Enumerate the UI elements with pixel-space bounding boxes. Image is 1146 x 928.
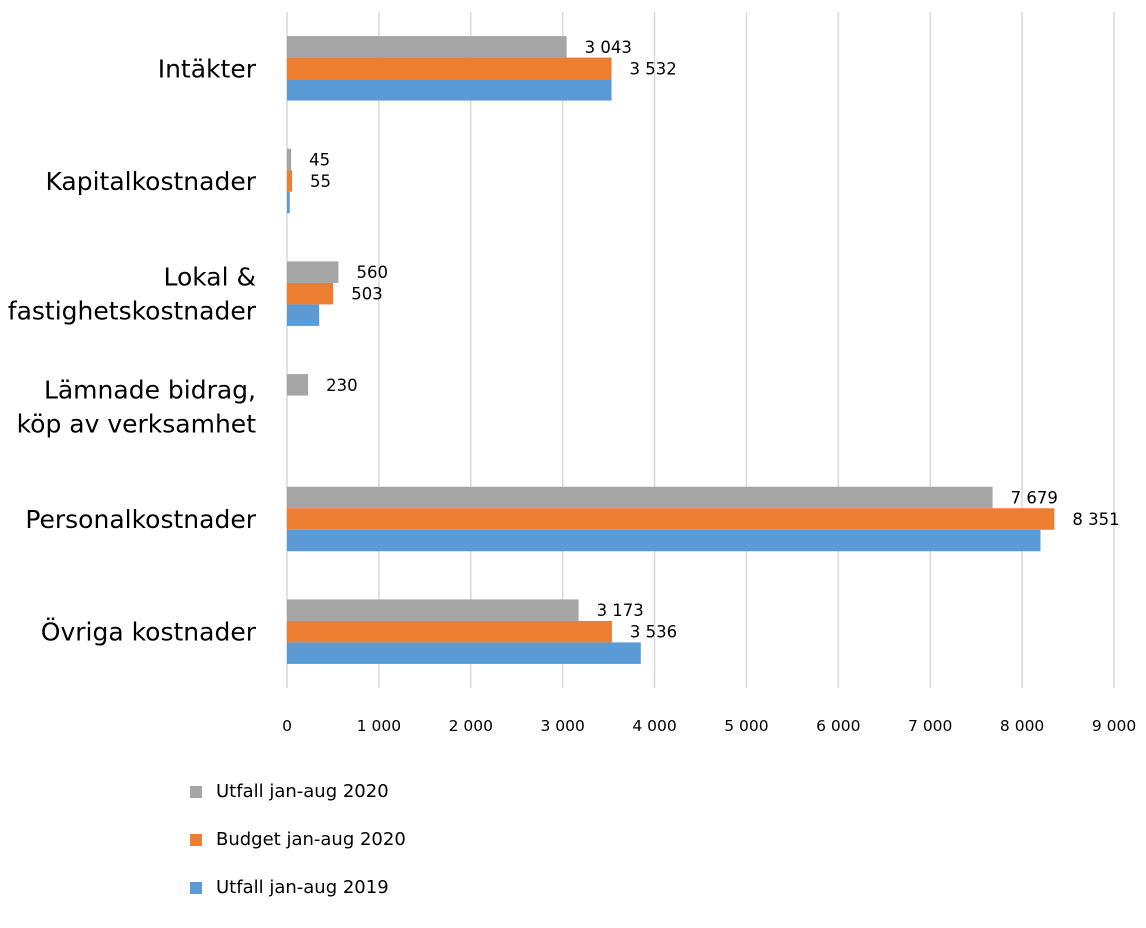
x-tick-label: 2 000	[449, 717, 493, 735]
data-label: 7 679	[1011, 489, 1058, 508]
x-tick-label: 4 000	[632, 717, 676, 735]
bar	[287, 599, 579, 621]
bar-chart: 3 043 3 532 45 55 560 503 230 7 679 8 351 3 173 3 …	[8, 12, 1136, 735]
bar	[287, 486, 993, 509]
bar	[287, 529, 1041, 552]
category-labels: Intäkter Kapitalkostnader Lokal & fastighet…	[8, 54, 257, 646]
grid-lines	[286, 12, 1115, 688]
bar	[287, 282, 334, 305]
category-label: köp av verksamhet	[17, 409, 257, 438]
data-label: 3 536	[630, 623, 677, 642]
data-label: 503	[351, 285, 383, 304]
data-label: 3 173	[597, 601, 644, 620]
bar	[287, 148, 292, 171]
data-labels: 3 043 3 532 45 55 560 503 230 7 679 8 351 3 173 3 …	[309, 38, 1119, 642]
x-tick-label: 1 000	[357, 717, 401, 735]
data-label: 45	[309, 151, 330, 170]
x-tick-label: 7 000	[908, 717, 952, 735]
category-label: Övriga kostnader	[41, 618, 257, 647]
bar	[287, 304, 320, 326]
legend-swatch-utfall-2020	[190, 786, 202, 798]
bar	[287, 79, 612, 101]
data-label: 560	[356, 263, 388, 282]
legend-label-budget-2020: Budget jan-aug 2020	[216, 829, 406, 850]
bar	[287, 261, 339, 283]
x-tick-label: 9 000	[1092, 717, 1136, 735]
bar	[287, 170, 293, 192]
data-label: 55	[310, 172, 331, 191]
category-label: Personalkostnader	[25, 505, 256, 534]
bar	[287, 36, 567, 58]
category-label: Lokal &	[163, 263, 256, 292]
data-label: 3 043	[585, 38, 632, 57]
legend-swatch-budget-2020	[190, 834, 202, 846]
data-label: 230	[326, 376, 358, 395]
bar	[287, 642, 641, 664]
legend-swatch-utfall-2019	[190, 882, 202, 894]
legend-label-utfall-2020: Utfall jan-aug 2020	[216, 781, 389, 802]
bar	[287, 620, 612, 643]
category-label: Kapitalkostnader	[45, 167, 256, 196]
bars	[287, 36, 1055, 664]
bar	[287, 508, 1055, 530]
x-tick-label: 6 000	[816, 717, 860, 735]
x-tick-label: 8 000	[1000, 717, 1044, 735]
x-axis-tick-labels: 0 1 000 2 000 3 000 4 000 5 000 6 000 7 000 8 00…	[282, 717, 1136, 735]
x-tick-label: 0	[282, 717, 292, 735]
category-label: fastighetskostnader	[8, 297, 257, 326]
data-label: 3 532	[630, 59, 677, 78]
legend-label-utfall-2019: Utfall jan-aug 2019	[216, 877, 389, 898]
category-label: Lämnade bidrag,	[44, 375, 256, 404]
bar	[287, 191, 290, 214]
bar	[287, 374, 309, 396]
data-label: 8 351	[1072, 510, 1119, 529]
category-label: Intäkter	[158, 54, 257, 83]
bar	[287, 57, 612, 80]
x-tick-label: 5 000	[724, 717, 768, 735]
x-tick-label: 3 000	[540, 717, 584, 735]
